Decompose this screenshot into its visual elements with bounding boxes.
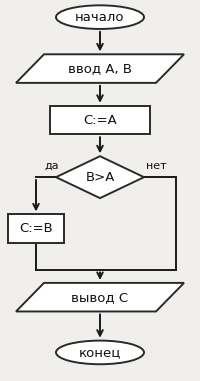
Text: C:=B: C:=B (19, 222, 53, 235)
Text: вывод С: вывод С (71, 291, 129, 304)
Bar (8, 214, 64, 243)
Bar (50, 106, 150, 134)
Text: B>A: B>A (85, 171, 115, 184)
Polygon shape (16, 283, 184, 312)
Text: C:=A: C:=A (83, 114, 117, 126)
Ellipse shape (56, 341, 144, 364)
Polygon shape (16, 54, 184, 83)
Polygon shape (56, 156, 144, 198)
Text: конец: конец (79, 346, 121, 359)
Text: ввод А, В: ввод А, В (68, 62, 132, 75)
Ellipse shape (56, 5, 144, 29)
Text: начало: начало (75, 11, 125, 24)
Text: нет: нет (146, 161, 166, 171)
Text: да: да (45, 161, 59, 171)
